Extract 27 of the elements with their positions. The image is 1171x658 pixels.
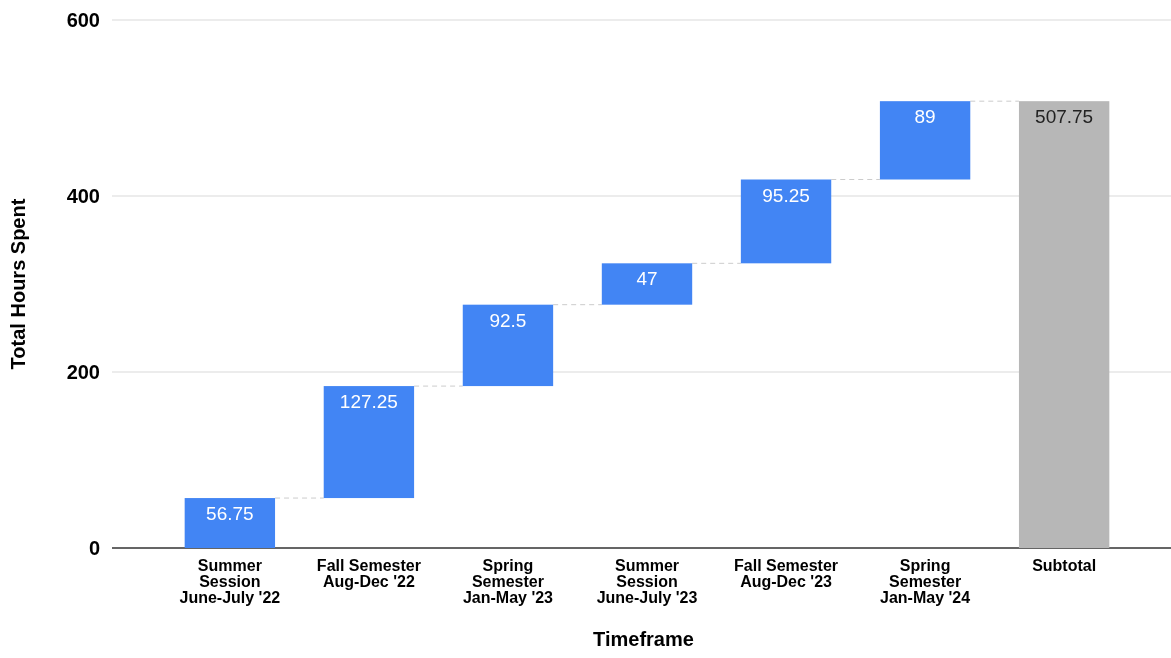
y-tick-label: 0 [88,537,100,559]
y-tick-label: 400 [66,185,100,207]
bar [184,498,276,548]
data-label: 89 [914,106,936,128]
bar [1018,101,1110,548]
x-axis-title: Timeframe [593,628,694,650]
x-tick-label: Spring Semester Jan-May '23 [462,557,554,606]
y-tick-label: 200 [66,361,100,383]
x-tick-label: Fall Semester Aug-Dec '22 [316,557,421,590]
data-label: 47 [636,268,658,290]
bar [323,386,415,499]
bar [601,263,693,305]
bar [462,304,554,387]
x-tick-label: Summer Session June-July '23 [596,557,698,606]
data-label: 56.75 [206,503,254,525]
x-tick-label: Spring Semester Jan-May '24 [880,557,971,606]
x-tick-label: Subtotal [1032,557,1097,574]
data-label: 507.75 [1035,106,1094,128]
y-axis-title: Total Hours Spent [7,198,29,370]
bar [740,179,832,264]
data-label: 127.25 [339,391,398,413]
y-tick-label: 600 [66,9,100,31]
x-tick-label: Summer Session June-July '22 [179,557,281,606]
data-label: 92.5 [489,309,527,331]
bar [879,101,971,180]
data-label: 95.25 [762,184,810,206]
x-tick-label: Fall Semester Aug-Dec '23 [734,557,839,590]
